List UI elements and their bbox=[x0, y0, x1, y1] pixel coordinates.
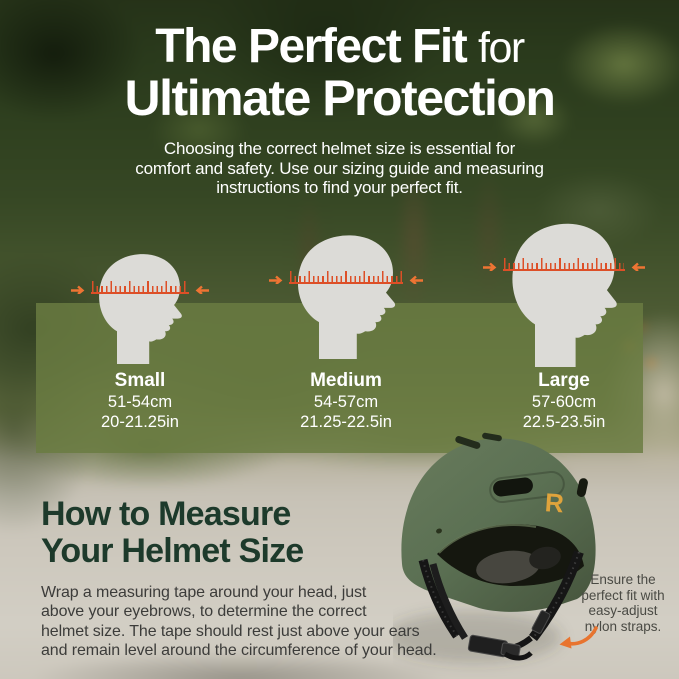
measuring-tape-icon bbox=[482, 257, 646, 271]
curved-arrow-icon bbox=[559, 626, 598, 649]
body-line: and remain level around the circumferenc… bbox=[41, 641, 437, 659]
strap-texture bbox=[422, 559, 458, 637]
title-line-2: Ultimate Protection bbox=[124, 70, 556, 126]
top-vent-slit bbox=[482, 432, 502, 442]
size-name: Large bbox=[538, 370, 590, 391]
arrow-left-icon bbox=[631, 262, 645, 271]
front-vent-recess bbox=[489, 470, 565, 504]
brow-edge-highlight bbox=[438, 524, 537, 554]
size-label-medium: Medium 54-57cm 21.25-22.5in bbox=[256, 369, 436, 432]
head-silhouette-small bbox=[71, 252, 209, 364]
size-label-large: Large 57-60cm 22.5-23.5in bbox=[474, 369, 654, 432]
arrow-right-icon bbox=[71, 285, 85, 294]
subtitle-line: instructions to find your perfect fit. bbox=[216, 178, 463, 197]
size-label-small: Small 51-54cm 20-21.25in bbox=[50, 369, 230, 432]
callout-line: easy-adjust bbox=[588, 603, 658, 618]
head-silhouette-large bbox=[483, 221, 645, 367]
hero-title: The Perfect Fit for Ultimate Protection bbox=[0, 22, 679, 126]
size-cm-range: 51-54cm bbox=[107, 393, 173, 411]
side-vent bbox=[576, 478, 588, 497]
arrow-right-icon bbox=[483, 262, 497, 271]
title-line-1: The Perfect Fit for bbox=[0, 22, 679, 73]
callout-line: perfect fit with bbox=[581, 587, 665, 603]
top-vent-slit bbox=[455, 436, 481, 449]
size-name: Small bbox=[114, 370, 166, 391]
measure-heading-line: Your Helmet Size bbox=[41, 531, 304, 570]
tape-ruler bbox=[91, 278, 189, 294]
front-vent bbox=[493, 477, 533, 497]
head-profile-icon bbox=[99, 254, 182, 364]
side-hole bbox=[436, 528, 442, 534]
tape-ruler bbox=[503, 255, 625, 271]
size-in-range: 20-21.25in bbox=[101, 413, 179, 431]
subtitle-line: Choosing the correct helmet size is esse… bbox=[163, 139, 516, 158]
size-cm-range: 57-60cm bbox=[531, 393, 597, 411]
strap-tail bbox=[503, 651, 533, 661]
callout-line: Ensure the bbox=[590, 572, 656, 587]
measure-heading-line: How to Measure bbox=[41, 495, 291, 533]
measure-heading: How to Measure Your Helmet Size bbox=[41, 495, 304, 570]
arrow-right-icon bbox=[269, 275, 283, 284]
chin-strap-left-inner bbox=[429, 563, 468, 640]
size-in-range: 21.25-22.5in bbox=[300, 413, 392, 431]
measuring-tape-icon bbox=[268, 270, 424, 284]
strap-adjuster bbox=[531, 610, 551, 634]
strap-callout-text: Ensure the perfect fit with easy-adjust … bbox=[563, 572, 679, 634]
subtitle-line: comfort and safety. Use our sizing guide… bbox=[135, 158, 544, 178]
head-profile-icon bbox=[297, 235, 396, 359]
arrow-left-icon bbox=[409, 275, 423, 284]
tape-ruler bbox=[289, 268, 403, 284]
title-light: for bbox=[478, 24, 525, 72]
body-line: Wrap a measuring tape around your head, … bbox=[41, 584, 367, 601]
head-silhouette-medium bbox=[269, 233, 423, 359]
size-cm-range: 54-57cm bbox=[313, 393, 379, 411]
hero-subtitle: Choosing the correct helmet size is esse… bbox=[0, 139, 679, 198]
brand-logo: R bbox=[544, 487, 565, 518]
head-profile-icon bbox=[512, 223, 617, 367]
arrow-left-icon bbox=[195, 285, 209, 294]
body-line: above your eyebrows, to determine the co… bbox=[41, 603, 367, 621]
interior-pad bbox=[476, 550, 540, 584]
measuring-tape-icon bbox=[70, 280, 210, 294]
size-in-range: 22.5-23.5in bbox=[522, 413, 606, 431]
measure-body-text: Wrap a measuring tape around your head, … bbox=[41, 583, 437, 660]
size-name: Medium bbox=[310, 370, 382, 391]
helmet-product-photo: R bbox=[393, 432, 603, 677]
body-line: helmet size. The tape should rest just a… bbox=[41, 622, 420, 640]
interior-pad-dark bbox=[529, 546, 561, 570]
title-strong: The Perfect Fit bbox=[155, 20, 467, 73]
callout-line: nylon straps. bbox=[584, 618, 662, 634]
